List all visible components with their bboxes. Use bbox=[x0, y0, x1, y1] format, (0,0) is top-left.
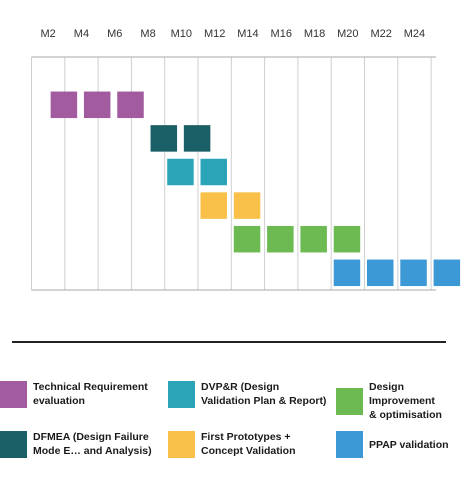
legend-swatch-technical-requirement bbox=[0, 380, 27, 408]
legend-label-dvpr: DVP&R (Design Validation Plan & Report) bbox=[201, 381, 327, 407]
task-block bbox=[200, 158, 227, 186]
task-block bbox=[233, 225, 261, 253]
legend-item-ppap: PPAP validation bbox=[336, 431, 449, 458]
x-tick-label: M6 bbox=[107, 28, 122, 40]
legend-item-design-improvement: Design Improvement & optimisation bbox=[336, 380, 464, 422]
legend-swatch-dvpr bbox=[168, 380, 195, 408]
x-tick-label: M16 bbox=[271, 28, 292, 40]
legend-item-dfmea: DFMEA (Design Failure Mode E… and Analys… bbox=[0, 430, 152, 458]
x-tick-label: M18 bbox=[304, 28, 325, 40]
task-block bbox=[233, 192, 261, 219]
task-block bbox=[183, 125, 211, 152]
task-block bbox=[117, 91, 144, 119]
legend-swatch-ppap bbox=[336, 431, 363, 458]
x-tick-label: M10 bbox=[171, 28, 192, 40]
gantt-chart: M2 M4 M6 M8 M10 M12 M14 M16 M18 M20 M22 M24 bbox=[31, 28, 461, 291]
task-block bbox=[83, 91, 111, 119]
task-block bbox=[367, 259, 394, 287]
task-block bbox=[50, 91, 78, 119]
legend-item-technical-requirement: Technical Requirement evaluation bbox=[0, 380, 148, 408]
legend-item-dvpr: DVP&R (Design Validation Plan & Report) bbox=[168, 380, 326, 408]
x-tick-label: M14 bbox=[237, 28, 258, 40]
task-block bbox=[150, 125, 178, 152]
task-block bbox=[433, 259, 461, 287]
legend-label-design-improvement: Design Improvement & optimisation bbox=[369, 381, 442, 421]
x-tick-label: M8 bbox=[140, 28, 155, 40]
task-block bbox=[333, 225, 361, 253]
task-block bbox=[167, 158, 194, 186]
legend-swatch-dfmea bbox=[0, 430, 27, 458]
legend-label-technical-requirement: Technical Requirement evaluation bbox=[33, 381, 148, 407]
task-block bbox=[400, 259, 427, 287]
task-block bbox=[300, 225, 327, 253]
legend-divider bbox=[12, 341, 446, 343]
x-tick-label: M12 bbox=[204, 28, 225, 40]
task-block bbox=[267, 225, 294, 253]
x-tick-label: M2 bbox=[41, 28, 56, 40]
legend-label-first-prototypes: First Prototypes + Concept Validation bbox=[201, 431, 296, 457]
task-block bbox=[333, 259, 361, 287]
task-block bbox=[200, 192, 227, 219]
legend-label-ppap: PPAP validation bbox=[369, 438, 449, 451]
x-tick-label: M20 bbox=[337, 28, 358, 40]
x-tick-label: M4 bbox=[74, 28, 89, 40]
legend-label-dfmea: DFMEA (Design Failure Mode E… and Analys… bbox=[33, 431, 152, 457]
legend-swatch-design-improvement bbox=[336, 387, 363, 415]
x-tick-label: M22 bbox=[370, 28, 391, 40]
x-tick-label: M24 bbox=[404, 28, 425, 40]
legend-swatch-first-prototypes bbox=[168, 430, 195, 458]
legend-item-first-prototypes: First Prototypes + Concept Validation bbox=[168, 430, 296, 458]
